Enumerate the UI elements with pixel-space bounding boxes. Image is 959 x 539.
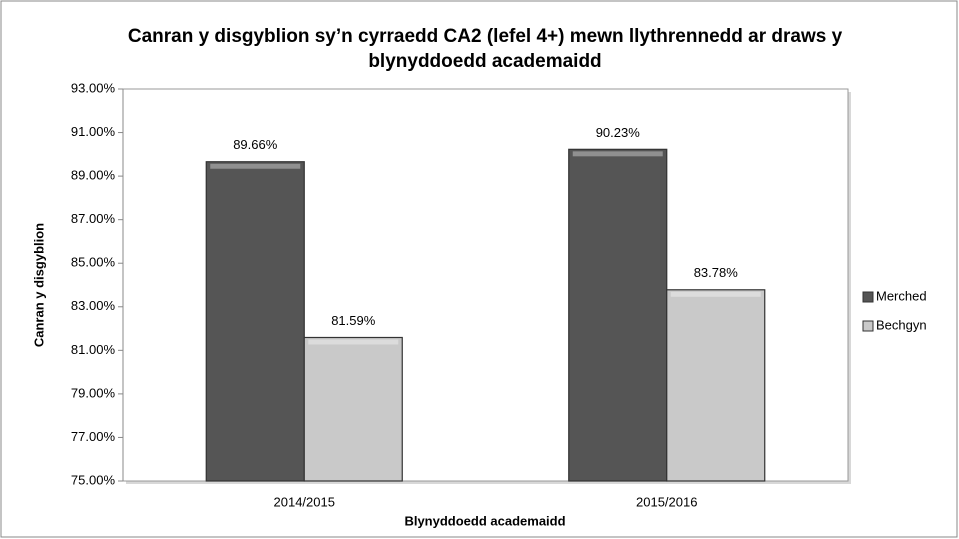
y-tick-label: 87.00% — [71, 211, 116, 226]
chart-title: blynyddoedd academaidd — [368, 51, 601, 72]
legend-swatch — [862, 320, 874, 332]
legend-label: Bechgyn — [876, 317, 927, 332]
x-axis-title: Blynyddoedd academaidd — [404, 513, 565, 528]
legend-swatch — [862, 291, 874, 303]
y-tick-label: 85.00% — [71, 255, 116, 270]
y-tick-label: 81.00% — [71, 342, 116, 357]
y-tick-label: 89.00% — [71, 168, 116, 183]
data-label: 83.78% — [694, 265, 739, 280]
bar — [205, 161, 305, 482]
data-label: 90.23% — [596, 125, 641, 140]
bar-highlight — [210, 163, 301, 169]
bar — [303, 336, 403, 482]
y-tick-label: 91.00% — [71, 124, 116, 139]
x-tick-label: 2014/2015 — [274, 494, 335, 509]
bar — [666, 289, 766, 482]
y-axis-title: Canran y disgyblion — [31, 223, 46, 347]
legend-label: Merched — [876, 288, 927, 303]
y-tick-label: 83.00% — [71, 298, 116, 313]
y-tick-label: 79.00% — [71, 385, 116, 400]
bar-highlight — [308, 339, 399, 345]
chart-title: Canran y disgyblion sy’n cyrraedd CA2 (l… — [128, 26, 843, 47]
x-tick-label: 2015/2016 — [636, 494, 697, 509]
bar — [568, 148, 668, 482]
bar-highlight — [572, 151, 663, 157]
data-label: 81.59% — [331, 313, 376, 328]
bar-highlight — [670, 291, 761, 297]
y-tick-label: 93.00% — [71, 80, 116, 95]
data-label: 89.66% — [233, 137, 278, 152]
y-tick-label: 75.00% — [71, 472, 116, 487]
y-tick-label: 77.00% — [71, 429, 116, 444]
